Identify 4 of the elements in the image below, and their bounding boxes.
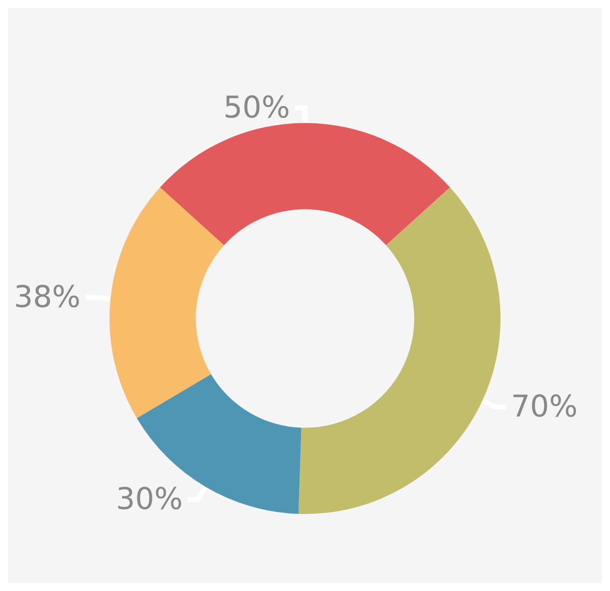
data-label: 38% [14, 280, 81, 315]
data-label: 50% [223, 90, 290, 126]
data-label: 30% [116, 482, 183, 518]
data-label: 70% [510, 390, 578, 425]
